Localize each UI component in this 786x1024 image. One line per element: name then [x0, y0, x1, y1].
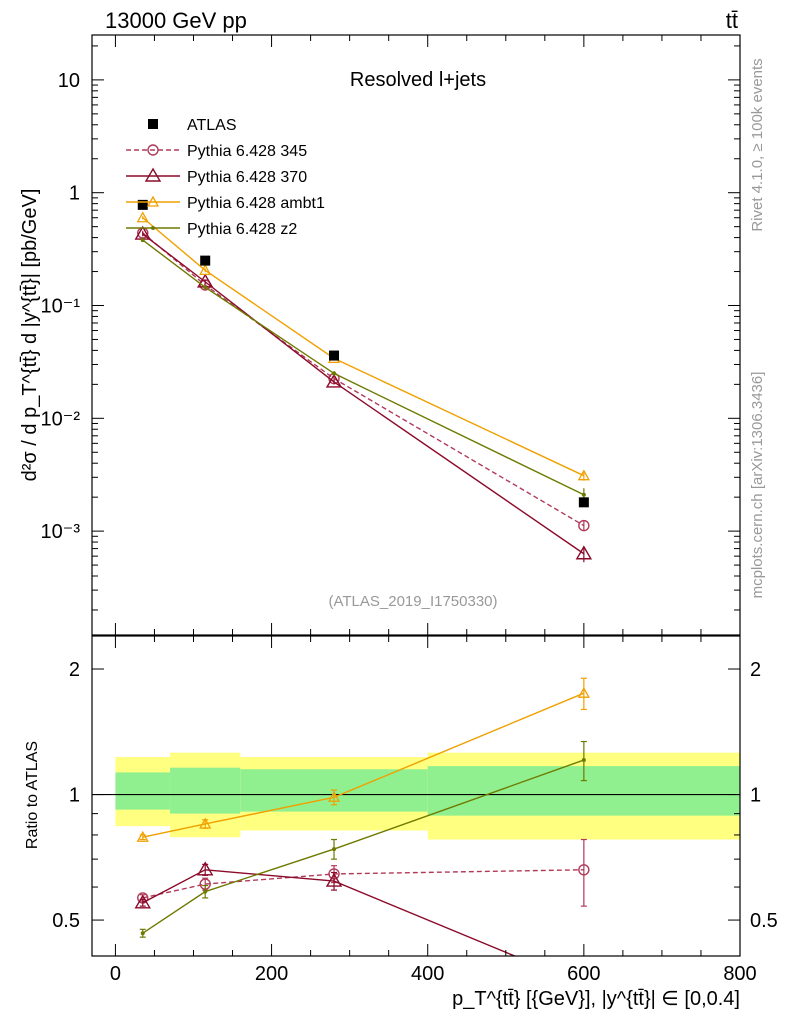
- legend-label: Pythia 6.428 345: [187, 143, 307, 160]
- ratio-point: [327, 790, 341, 802]
- uncertainty-band-inner: [170, 767, 241, 814]
- legend-marker: [147, 144, 159, 156]
- x-tick-label: 600: [567, 963, 600, 985]
- series-ambt1: [136, 211, 590, 481]
- y-tick-label: 10: [58, 70, 80, 92]
- ratio-y-axis-label: Ratio to ATLAS: [24, 741, 41, 849]
- axes: 0 200 400 600 800 10 1 10⁻¹ 10⁻² 10⁻³ 2 2 1 1 0.5 0.5: [41, 35, 778, 985]
- ratio-line-370: [142, 869, 517, 956]
- ratio-y-tick-label: 0.5: [52, 910, 80, 932]
- legend-label: Pythia 6.428 370: [187, 169, 307, 186]
- legend-item: Pythia 6.428 ambt1: [126, 195, 325, 212]
- x-tick-label: 200: [255, 963, 288, 985]
- ratio-y-tick-label-right: 1: [750, 785, 761, 807]
- ratio-point: [203, 889, 208, 894]
- series-line-z2: [142, 239, 585, 496]
- legend-marker: [148, 119, 158, 129]
- series-line-370: [142, 233, 585, 555]
- data-point: [140, 238, 145, 243]
- data-point: [136, 211, 149, 223]
- y-tick-label: 10⁻¹: [41, 296, 81, 318]
- atlas-point: [578, 497, 589, 508]
- legend-label: ATLAS: [187, 117, 237, 134]
- ratio-series-ambt1: [136, 677, 590, 842]
- ratio-y-tick-label-right: 2: [750, 659, 761, 681]
- ratio-point: [581, 758, 586, 763]
- y-tick-label: 1: [69, 183, 80, 205]
- ratio-panel: [92, 677, 740, 956]
- data-point: [203, 285, 208, 290]
- legend-label: Pythia 6.428 z2: [187, 221, 297, 238]
- ratio-point: [578, 864, 590, 876]
- data-point: [578, 519, 590, 532]
- y-tick-label: 10⁻²: [41, 408, 81, 430]
- legend-item: Pythia 6.428 345: [126, 143, 307, 160]
- ratio-y-tick-label: 2: [69, 659, 80, 681]
- beam-title: 13000 GeV pp: [105, 8, 247, 33]
- ratio-line-345: [142, 869, 584, 899]
- legend-label: Pythia 6.428 ambt1: [187, 195, 325, 212]
- data-point: [332, 371, 337, 376]
- x-tick-label: 0: [110, 963, 121, 985]
- main-frame: [91, 34, 741, 636]
- x-tick-label: 400: [411, 963, 444, 985]
- data-point: [581, 492, 586, 497]
- ratio-point: [196, 861, 214, 876]
- ratio-point: [134, 894, 151, 909]
- series-line-ambt1: [142, 217, 585, 477]
- atlas-point: [329, 350, 340, 361]
- ratio-line-ambt1: [142, 692, 585, 838]
- atlas-point: [137, 199, 148, 210]
- ratio-series-345: [137, 838, 590, 907]
- plot-title: Resolved l+jets: [350, 69, 486, 91]
- x-axis-label: p_T^{tt̄} [{GeV}], |y^{tt̄}| ∈ [0,0.4]: [452, 988, 740, 1010]
- data-point: [575, 545, 593, 560]
- x-tick-label: 800: [723, 963, 756, 985]
- ratio-point: [325, 872, 343, 887]
- ratio-point: [577, 686, 590, 698]
- process-title: tt̄: [726, 8, 738, 33]
- legend-marker: [151, 226, 155, 230]
- y-tick-label: 10⁻³: [41, 521, 81, 543]
- ratio-point: [136, 830, 149, 842]
- data-point: [577, 469, 590, 481]
- ratio-point: [140, 931, 145, 936]
- mcplots-label: mcplots.cern.ch [arXiv:1306.3436]: [749, 372, 766, 599]
- legend-marker: [144, 167, 162, 182]
- legend-item: Pythia 6.428 z2: [126, 221, 297, 238]
- ratio-point: [199, 817, 212, 829]
- ratio-series-370: [134, 861, 517, 956]
- ratio-y-tick-label: 1: [69, 785, 80, 807]
- series-line-345: [142, 232, 585, 527]
- ratio-y-tick-label-right: 0.5: [750, 910, 778, 932]
- analysis-id: (ATLAS_2019_I1750330): [328, 593, 497, 610]
- legend-item: Pythia 6.428 370: [126, 167, 307, 186]
- ratio-point: [332, 847, 337, 852]
- ratio-line-z2: [142, 759, 585, 934]
- ratio-frame: [91, 635, 741, 957]
- legend-marker: [146, 195, 160, 207]
- series-345: [137, 227, 590, 532]
- rivet-label: Rivet 4.1.0, ≥ 100k events: [749, 58, 766, 231]
- y-axis-label: d²σ / d p_T^{tt̄} d |y^{tt̄}| [pb/GeV]: [19, 189, 41, 482]
- uncertainty-band-inner: [115, 772, 171, 810]
- main-panel: [134, 199, 593, 563]
- data-point: [199, 264, 212, 275]
- ratio-series-z2: [139, 740, 587, 938]
- atlas-point: [200, 255, 211, 266]
- legend: ATLAS Pythia 6.428 345 Pythia 6.428 370 Pyt…: [126, 117, 325, 238]
- data-point: [325, 373, 343, 388]
- atlas-data: [137, 199, 589, 508]
- series-z2: [140, 238, 586, 503]
- series-370: [134, 225, 593, 563]
- legend-item: ATLAS: [148, 117, 237, 134]
